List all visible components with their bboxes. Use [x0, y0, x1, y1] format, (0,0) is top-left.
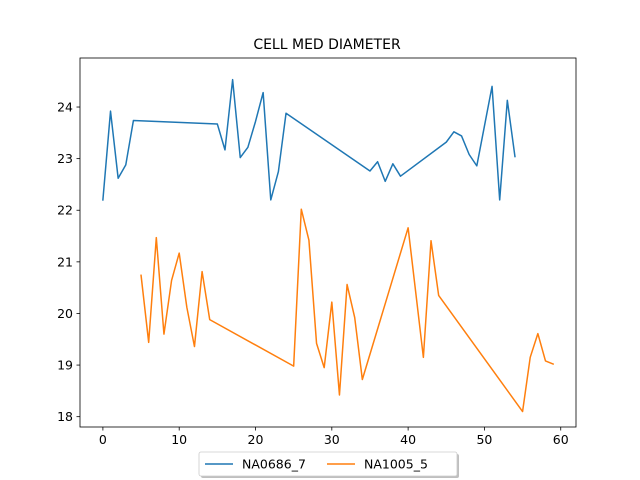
y-tick-label: 23 — [57, 151, 73, 166]
legend-label-1: NA0686_7 — [242, 457, 306, 472]
x-tick-label: 40 — [400, 432, 416, 447]
x-tick-label: 20 — [248, 432, 264, 447]
y-tick-label: 22 — [57, 203, 73, 218]
x-tick-label: 10 — [171, 432, 187, 447]
legend-label-2: NA1005_5 — [364, 457, 428, 472]
y-tick-label: 18 — [57, 409, 73, 424]
series-line-2 — [140, 208, 555, 413]
y-axis: 18 19 20 21 22 23 24 — [57, 100, 80, 424]
x-tick-label: 0 — [99, 432, 107, 447]
x-tick-label: 50 — [476, 432, 492, 447]
plot-frame — [79, 57, 577, 428]
x-tick-label: 30 — [324, 432, 340, 447]
y-tick-label: 21 — [57, 254, 73, 269]
y-tick-label: 24 — [57, 100, 73, 115]
x-tick-label: 60 — [553, 432, 569, 447]
y-tick-label: 20 — [57, 306, 73, 321]
series-line-1 — [102, 78, 516, 201]
y-tick-label: 19 — [57, 358, 73, 373]
x-axis: 0 10 20 30 40 50 60 — [99, 427, 569, 447]
chart-title: CELL MED DIAMETER — [253, 37, 401, 53]
plot-area — [79, 57, 577, 428]
legend: NA0686_7 NA1005_5 — [198, 451, 459, 478]
